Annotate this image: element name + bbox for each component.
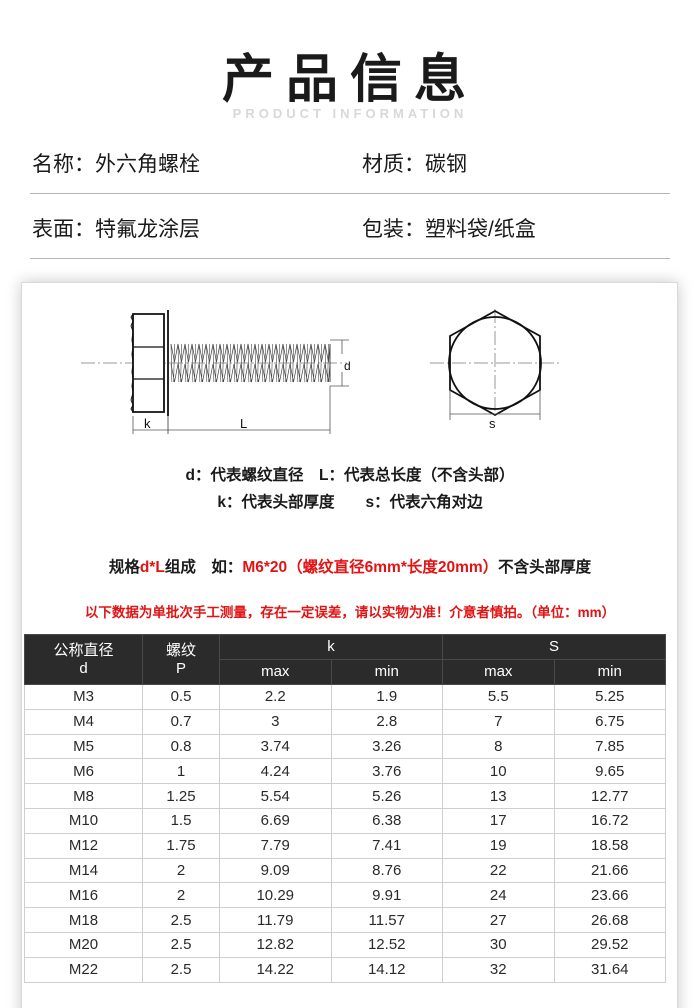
- svg-text:L: L: [240, 416, 247, 431]
- svg-text:d: d: [344, 359, 351, 373]
- svg-text:k: k: [144, 416, 151, 431]
- svg-text:s: s: [489, 416, 496, 431]
